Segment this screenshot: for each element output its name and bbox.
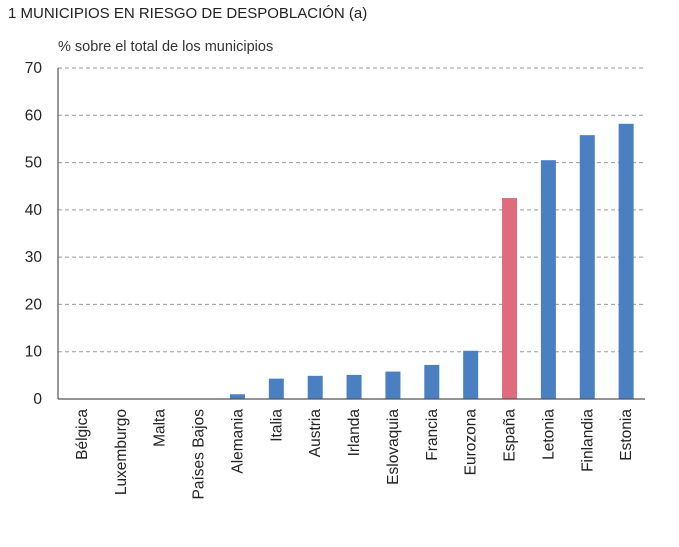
x-tick-label: Luxemburgo bbox=[113, 409, 130, 495]
x-tick-label: Alemania bbox=[229, 409, 246, 474]
x-tick-label: Austria bbox=[307, 409, 324, 458]
chart-title: 1 MUNICIPIOS EN RIESGO DE DESPOBLACIÓN (… bbox=[8, 5, 368, 22]
gridlines bbox=[58, 67, 645, 353]
bar bbox=[385, 371, 401, 399]
bar bbox=[579, 135, 595, 399]
bar bbox=[229, 394, 245, 399]
x-tick-label: Malta bbox=[152, 409, 169, 447]
y-tick-label: 40 bbox=[25, 202, 43, 219]
y-tick-label: 10 bbox=[25, 344, 43, 361]
y-tick-label: 60 bbox=[25, 107, 43, 124]
y-tick-label: 30 bbox=[25, 249, 43, 266]
bar bbox=[618, 123, 634, 399]
bar bbox=[463, 350, 479, 399]
x-tick-label: Letonia bbox=[540, 409, 557, 460]
bar bbox=[540, 160, 556, 399]
x-tick-label: Estonia bbox=[618, 409, 635, 461]
bar bbox=[268, 378, 284, 399]
x-tick-label: Bélgica bbox=[74, 409, 91, 460]
chart-subtitle: % sobre el total de los municipios bbox=[58, 39, 274, 55]
x-tick-label: Finlandia bbox=[579, 409, 596, 472]
bar bbox=[346, 374, 362, 399]
x-tick-label: Italia bbox=[268, 409, 285, 442]
bar bbox=[307, 375, 323, 399]
y-tick-label: 0 bbox=[33, 391, 42, 408]
y-tick-label: 20 bbox=[25, 296, 43, 313]
bar bbox=[424, 364, 440, 399]
y-axis-ticks: 0 10 20 30 40 50 60 70 bbox=[25, 60, 43, 408]
x-tick-label: Eurozona bbox=[463, 409, 480, 476]
x-tick-label: Francia bbox=[424, 409, 441, 461]
x-tick-label: España bbox=[502, 409, 519, 462]
bar bbox=[502, 198, 518, 399]
x-tick-label: Irlanda bbox=[346, 409, 363, 457]
x-tick-label: Eslovaquia bbox=[385, 409, 402, 485]
x-tick-label: Países Bajos bbox=[191, 409, 208, 500]
axes bbox=[57, 68, 645, 400]
bars bbox=[229, 123, 634, 399]
y-tick-label: 50 bbox=[25, 155, 43, 172]
y-tick-label: 70 bbox=[25, 60, 43, 77]
x-axis-ticks: Bélgica Luxemburgo Malta Países Bajos Aleman… bbox=[74, 409, 635, 500]
